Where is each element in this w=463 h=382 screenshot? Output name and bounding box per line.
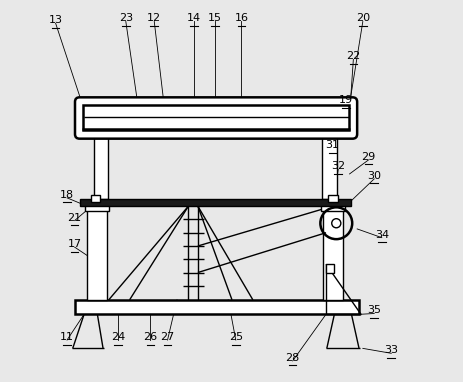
Text: 14: 14 — [187, 13, 200, 23]
Text: 13: 13 — [49, 15, 63, 25]
Bar — [320, 200, 344, 211]
Text: 11: 11 — [60, 332, 74, 342]
Text: 15: 15 — [207, 13, 221, 23]
Text: 31: 31 — [325, 141, 339, 151]
Bar — [94, 128, 108, 199]
Text: 17: 17 — [68, 239, 81, 249]
Bar — [83, 105, 348, 130]
Text: 16: 16 — [234, 13, 248, 23]
Bar — [75, 300, 358, 314]
Text: 20: 20 — [355, 13, 369, 23]
Text: 32: 32 — [331, 161, 344, 172]
Text: 24: 24 — [111, 332, 125, 342]
Bar — [328, 195, 337, 202]
Text: 25: 25 — [228, 332, 242, 342]
Bar — [87, 209, 106, 300]
Text: 34: 34 — [374, 230, 388, 240]
Text: 18: 18 — [60, 190, 74, 200]
Bar — [90, 195, 100, 202]
Text: 27: 27 — [160, 332, 174, 342]
Bar — [325, 264, 334, 272]
Text: 35: 35 — [366, 306, 381, 316]
Text: 28: 28 — [285, 353, 299, 363]
Text: 33: 33 — [383, 345, 397, 355]
Bar — [80, 199, 350, 206]
Text: 26: 26 — [143, 332, 157, 342]
FancyBboxPatch shape — [75, 97, 357, 139]
Text: 19: 19 — [338, 95, 352, 105]
Text: 12: 12 — [147, 13, 161, 23]
Text: 29: 29 — [361, 152, 375, 162]
Text: 21: 21 — [68, 212, 81, 223]
Text: 23: 23 — [119, 13, 132, 23]
Bar — [85, 200, 108, 211]
Bar — [322, 209, 342, 300]
Bar — [322, 128, 336, 199]
Text: 22: 22 — [345, 51, 360, 62]
Text: 30: 30 — [366, 171, 381, 181]
